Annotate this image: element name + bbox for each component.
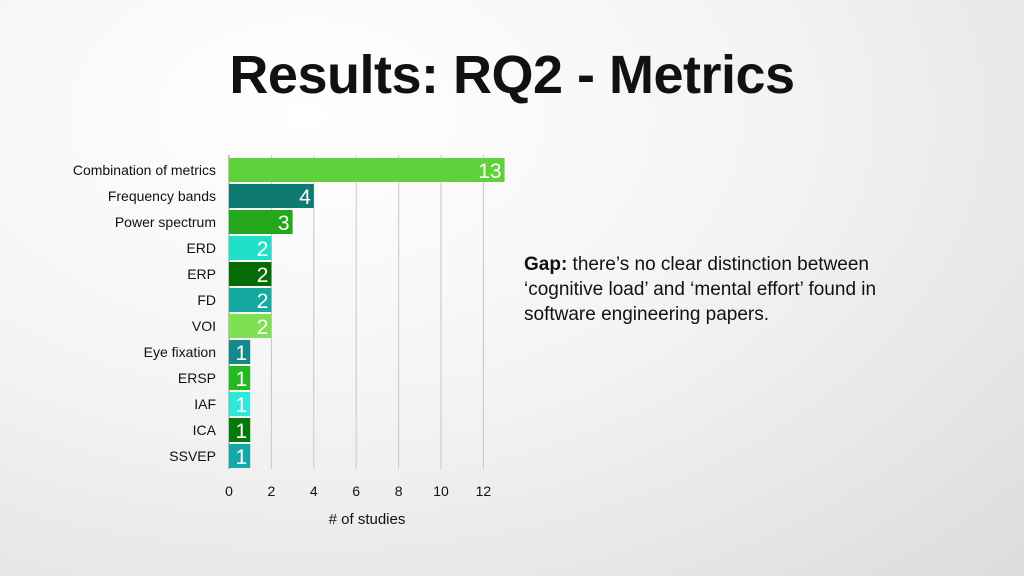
- bar: [229, 418, 251, 442]
- value-label: 3: [278, 212, 290, 235]
- gap-note-text: there’s no clear distinction between ‘co…: [524, 254, 877, 325]
- category-label: Frequency bands: [108, 188, 216, 204]
- x-tick-label: 6: [352, 483, 360, 499]
- value-label: 2: [257, 264, 269, 287]
- bar: [229, 340, 251, 364]
- category-label: ICA: [193, 422, 217, 438]
- value-label: 13: [478, 160, 501, 183]
- category-label: ERP: [187, 266, 216, 282]
- bar: [229, 236, 272, 260]
- bar: [229, 366, 251, 390]
- bar: [229, 158, 505, 182]
- value-label: 1: [236, 394, 248, 417]
- bar: [229, 184, 314, 208]
- bar: [229, 314, 272, 338]
- x-tick-label: 2: [268, 483, 276, 499]
- slide-title: Results: RQ2 - Metrics: [229, 45, 795, 105]
- bar: [229, 210, 293, 234]
- x-tick-label: 0: [225, 483, 233, 499]
- x-tick-label: 8: [395, 483, 403, 499]
- value-label: 1: [236, 342, 248, 365]
- value-label: 2: [257, 238, 269, 261]
- value-label: 2: [257, 316, 269, 339]
- value-label: 2: [257, 290, 269, 313]
- x-tick-label: 10: [433, 483, 449, 499]
- bar: [229, 288, 272, 312]
- category-label: ERSP: [178, 370, 216, 386]
- x-tick-label: 12: [476, 483, 492, 499]
- gap-note-label: Gap:: [524, 254, 568, 275]
- bar: [229, 262, 272, 286]
- category-label: Combination of metrics: [73, 162, 216, 178]
- gap-note: Gap: there’s no clear distinction betwee…: [524, 252, 944, 327]
- bar: [229, 444, 251, 468]
- category-label: FD: [197, 292, 216, 308]
- category-label: Power spectrum: [115, 214, 216, 230]
- category-label: IAF: [194, 396, 216, 412]
- value-label: 1: [236, 420, 248, 443]
- category-label: SSVEP: [169, 448, 216, 464]
- category-label: Eye fixation: [144, 344, 216, 360]
- value-label: 1: [236, 446, 248, 469]
- x-axis-label: # of studies: [329, 511, 406, 528]
- value-label: 4: [299, 186, 311, 209]
- bar: [229, 392, 251, 416]
- value-label: 1: [236, 368, 248, 391]
- category-label: VOI: [192, 318, 216, 334]
- category-label: ERD: [186, 240, 216, 256]
- x-tick-label: 4: [310, 483, 318, 499]
